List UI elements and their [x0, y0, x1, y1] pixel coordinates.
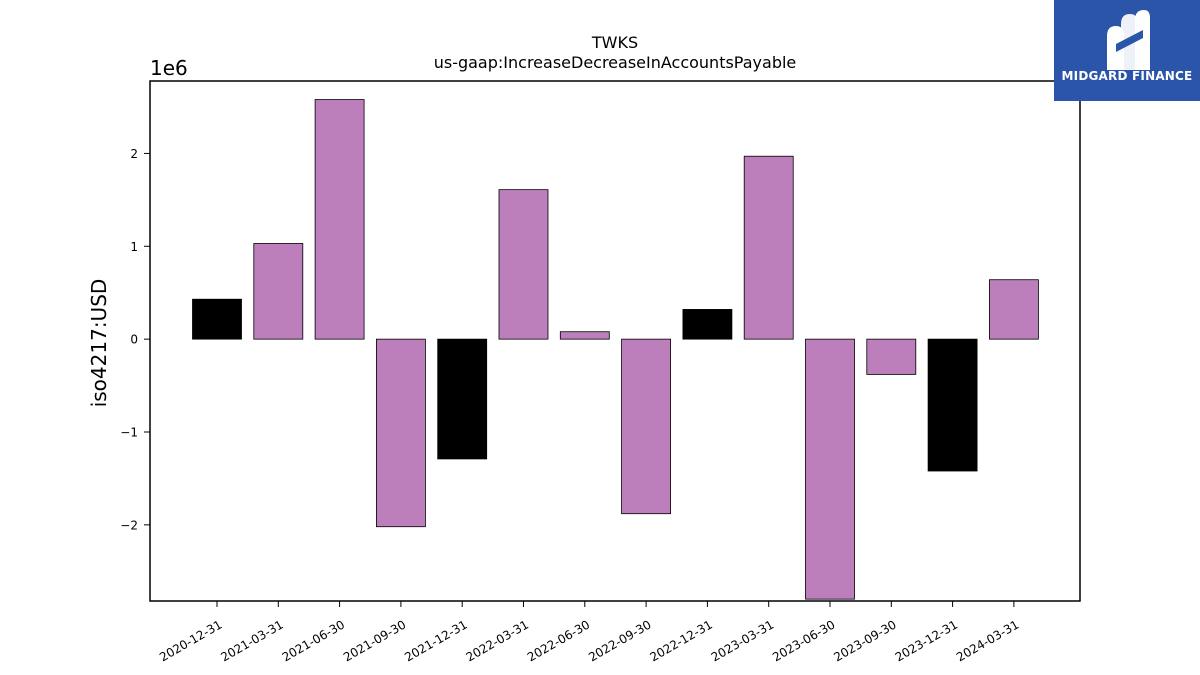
- brand-logo: MIDGARD FINANCE: [1054, 0, 1200, 101]
- y-scale-label: 1e6: [150, 56, 188, 80]
- bar-2020-12-31: [192, 298, 242, 340]
- x-tick-label: 2022-09-30: [586, 617, 653, 664]
- y-ticks-group: −2 −1 0 1 2: [120, 147, 150, 532]
- x-tick-label: 2021-09-30: [341, 617, 408, 664]
- bar-2022-03-31: [498, 189, 549, 340]
- bar-2021-09-30: [375, 338, 426, 528]
- x-ticks-group: 2020-12-312021-03-312021-06-302021-09-30…: [157, 601, 1021, 664]
- x-tick-label: 2023-09-30: [831, 617, 898, 664]
- midgard-m-logo-icon: [1107, 10, 1150, 70]
- bar-2021-06-30: [314, 99, 365, 340]
- y-axis-label: iso4217:USD: [87, 279, 111, 408]
- plot-frame: [149, 80, 1081, 602]
- bar-2022-12-31: [682, 309, 733, 340]
- y-tick-label: 2: [130, 147, 138, 161]
- x-tick-label: 2024-03-31: [954, 617, 1021, 664]
- brand-name: MIDGARD FINANCE: [1061, 69, 1193, 83]
- bar-2023-03-31: [743, 155, 794, 340]
- bars-group: [192, 99, 1039, 600]
- bar-2023-06-30: [805, 338, 855, 600]
- bar-2022-06-30: [559, 331, 610, 340]
- bar-2024-03-31: [989, 279, 1039, 340]
- x-tick-label: 2023-12-31: [893, 617, 960, 664]
- bar-2022-09-30: [621, 338, 671, 515]
- x-tick-label: 2021-12-31: [402, 617, 469, 664]
- x-tick-label: 2020-12-31: [157, 617, 224, 664]
- x-tick-label: 2023-03-31: [709, 617, 776, 664]
- y-tick-label: −1: [120, 426, 138, 440]
- x-tick-label: 2021-06-30: [280, 617, 347, 664]
- bar-2021-03-31: [253, 243, 304, 340]
- bar-2023-09-30: [866, 338, 917, 375]
- x-tick-label: 2022-12-31: [647, 617, 714, 664]
- bar-2021-12-31: [437, 338, 488, 460]
- x-tick-label: 2021-03-31: [218, 617, 285, 664]
- x-tick-label: 2022-06-30: [525, 617, 592, 664]
- chart-subtitle: us-gaap:IncreaseDecreaseInAccountsPayabl…: [434, 53, 797, 72]
- y-tick-label: −2: [120, 518, 138, 532]
- x-tick-label: 2022-03-31: [464, 617, 531, 664]
- x-tick-label: 2023-06-30: [770, 617, 837, 664]
- chart-title: TWKS: [591, 33, 638, 52]
- y-tick-label: 0: [130, 333, 138, 347]
- bar-2023-12-31: [927, 338, 978, 472]
- y-tick-label: 1: [130, 240, 138, 254]
